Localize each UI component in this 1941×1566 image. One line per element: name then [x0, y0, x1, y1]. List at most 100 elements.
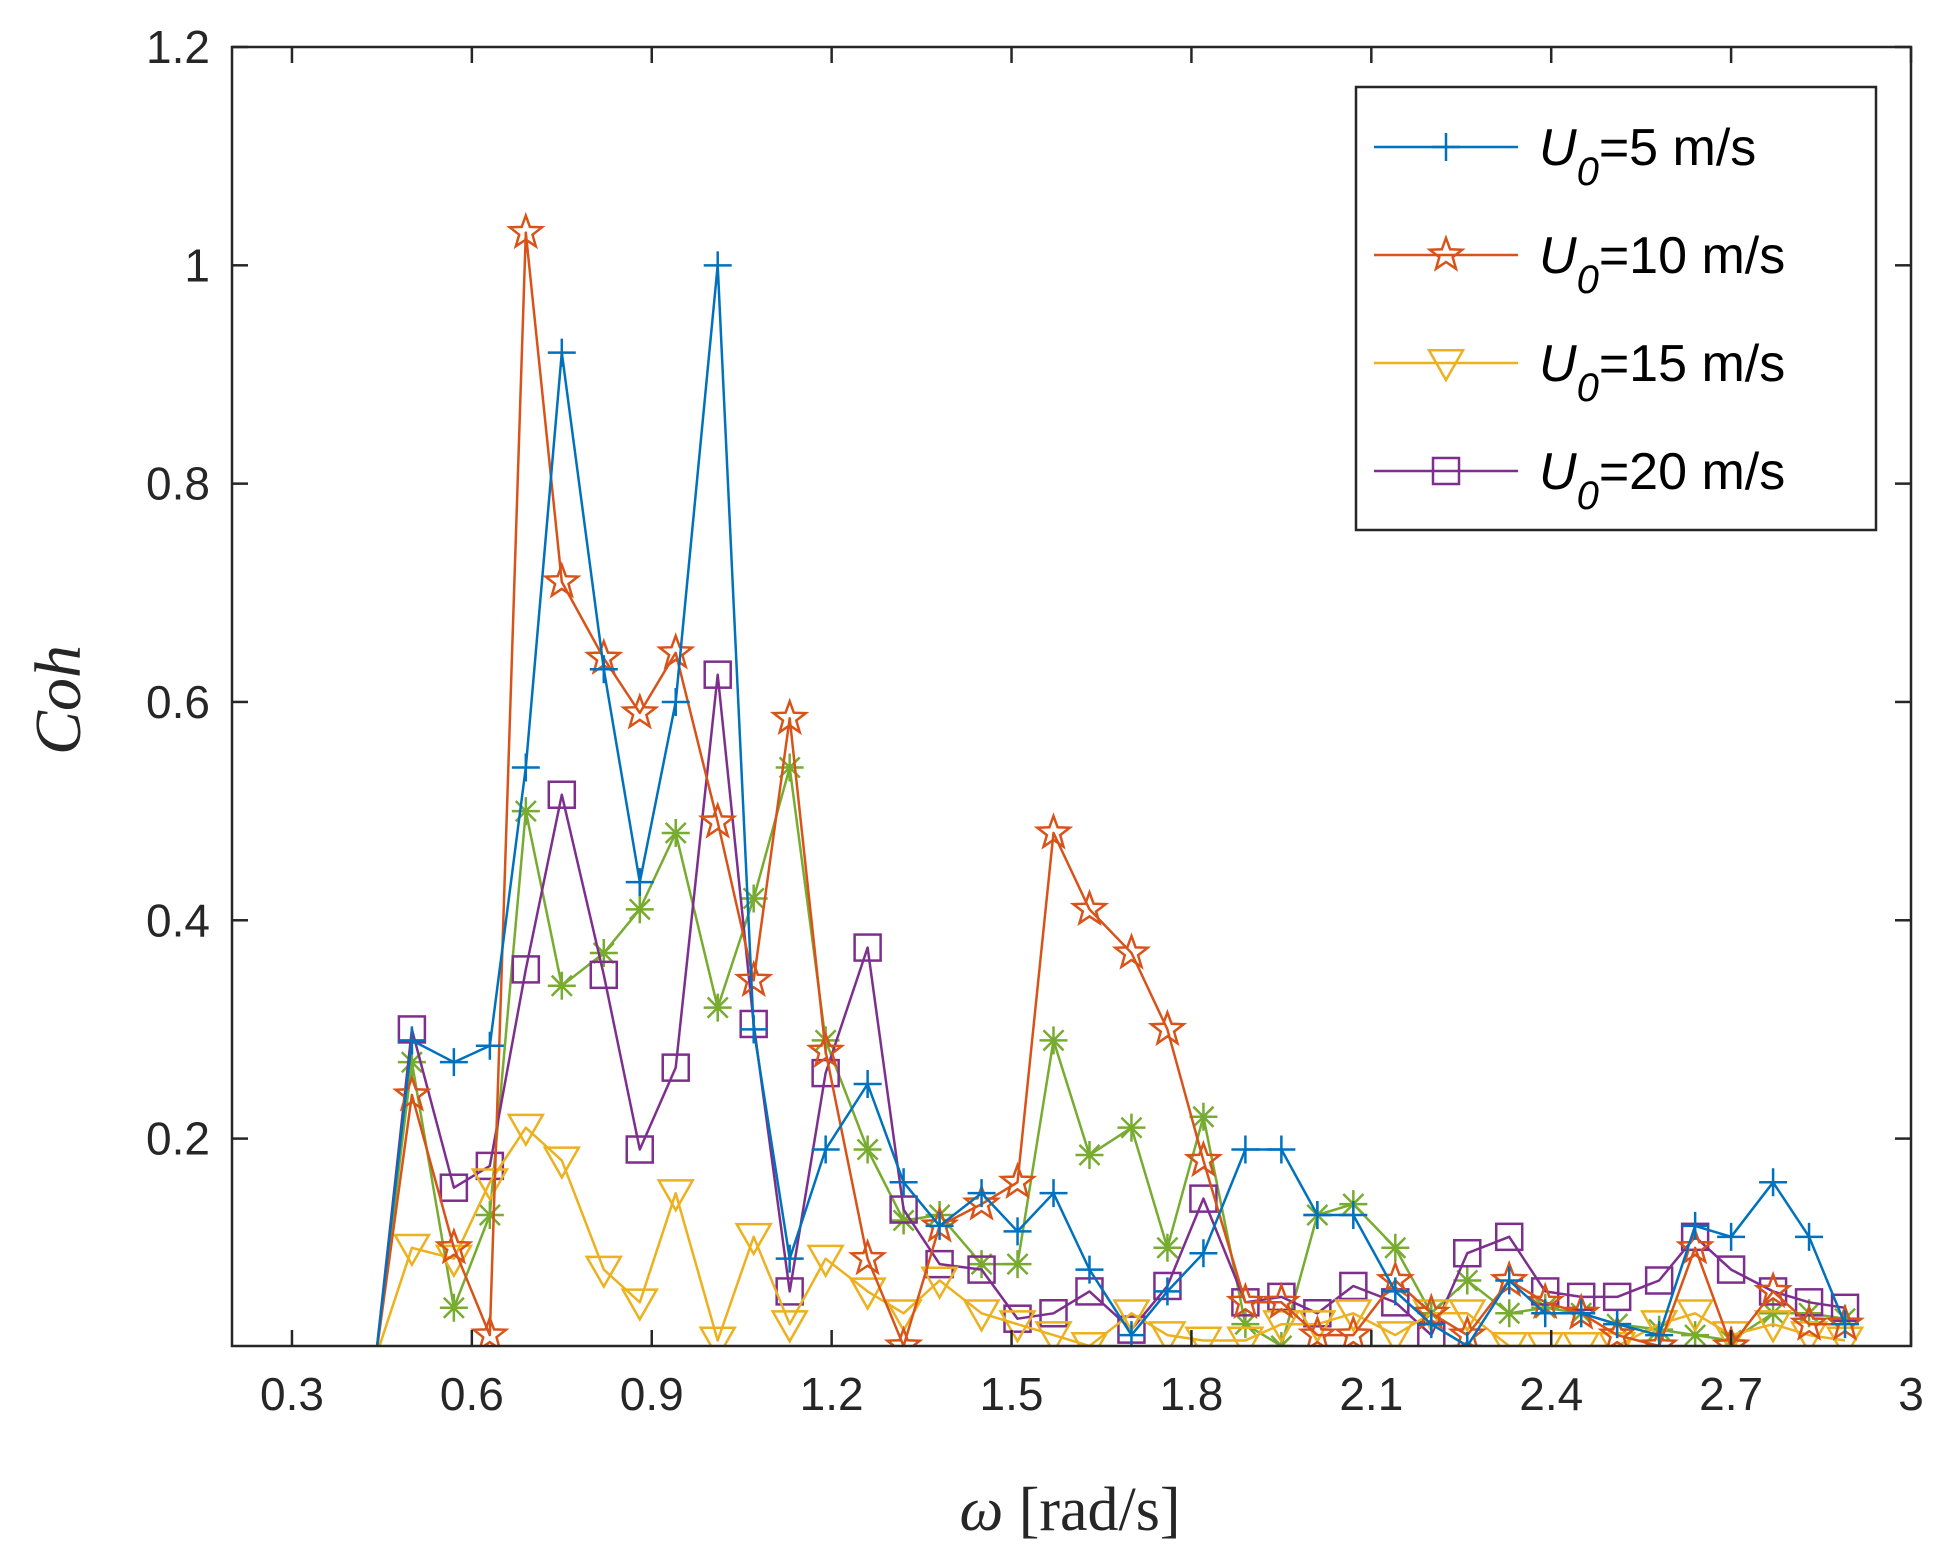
series-u0-5-m-s-point-shape — [1531, 1299, 1560, 1328]
series-u0-15-m-s-line — [378, 1126, 1846, 1346]
legend-entry-1-label-sub: 0 — [1577, 258, 1599, 302]
series-u0-5-m-s-point-shape — [853, 1070, 882, 1099]
series-u0-5-m-s-point — [1189, 1239, 1218, 1268]
series-series-5-point-shape — [547, 971, 576, 1000]
series-series-5-point-shape — [1495, 1299, 1524, 1328]
series-series-5-point-shape — [625, 895, 654, 924]
series-series-5-point-shape — [1759, 1299, 1788, 1328]
series-u0-10-m-s-point — [1711, 1325, 1751, 1346]
x-axis-title: ω [rad/s] — [959, 1476, 1180, 1544]
series-u0-15-m-s-point — [542, 1146, 581, 1180]
series-u0-15-m-s-point — [470, 1168, 509, 1202]
series-u0-5-m-s-point — [1567, 1299, 1596, 1328]
series-u0-20-m-s-point-shape — [1494, 1222, 1524, 1252]
series-u0-20-m-s-point — [1644, 1266, 1674, 1295]
legend-entry-3-label-value: =20 m/s — [1599, 443, 1785, 501]
series-u0-15-m-s-point — [620, 1288, 659, 1322]
series-series-5-point-shape — [1117, 1113, 1146, 1142]
series-u0-20-m-s-point — [547, 780, 577, 809]
series-u0-20-m-s-point-shape — [1189, 1184, 1218, 1213]
series-u0-15-m-s-point-shape — [1448, 1299, 1487, 1333]
series-u0-5-m-s-point — [1381, 1277, 1410, 1306]
legend-entry-1-label-u: U — [1539, 227, 1577, 285]
series-u0-5-m-s-point-shape — [1417, 1310, 1446, 1339]
series-u0-10-m-s-point-shape — [542, 561, 582, 599]
series-u0-10-m-s-point — [1597, 1314, 1637, 1346]
series-u0-15-m-s-point-shape — [698, 1326, 737, 1346]
series-u0-10-m-s-point-shape — [1639, 1325, 1679, 1346]
series-u0-10-m-s-point-shape — [806, 1030, 846, 1068]
series-u0-20-m-s-point-shape — [439, 1173, 469, 1202]
series-series-5-point-shape — [475, 1201, 504, 1230]
legend-entry-1-label: U0=10 m/s — [1539, 227, 1785, 302]
legend-entry-0-label-sub: 0 — [1577, 150, 1599, 194]
series-u0-15-m-s-point — [1184, 1326, 1223, 1346]
series-u0-15-m-s-point-shape — [392, 1233, 432, 1268]
series-u0-15-m-s-point-shape — [1148, 1321, 1187, 1346]
series-u0-10-m-s-point-shape — [770, 697, 810, 736]
series-u0-15-m-s-point-shape — [1262, 1310, 1301, 1344]
series-u0-10-m-s-point — [770, 697, 810, 736]
series-series-5-point — [1153, 1233, 1182, 1262]
series-u0-5-m-s-point-shape — [1567, 1299, 1596, 1328]
x-tick-label: 0.6 — [440, 1368, 504, 1420]
legend-entry-3-marker — [1431, 456, 1461, 486]
series-u0-15-m-s-point — [1034, 1321, 1073, 1346]
series-u0-5-m-s-point — [1003, 1217, 1032, 1246]
series-u0-5-m-s-point-shape — [1075, 1255, 1104, 1284]
series-u0-20-m-s-point — [1039, 1299, 1068, 1328]
series-series-5-point — [1495, 1299, 1524, 1328]
series-u0-10-m-s-point-shape — [1333, 1314, 1373, 1346]
series-u0-5-m-s-point — [1603, 1310, 1632, 1339]
series-u0-20-m-s-point-shape — [967, 1255, 996, 1284]
series-u0-20-m-s-point-shape — [811, 1058, 840, 1088]
series-u0-5-m-s-point-shape — [967, 1179, 996, 1208]
series-u0-5-m-s-line — [375, 264, 1847, 1346]
series-u0-5-m-s-point — [1153, 1277, 1182, 1306]
series-u0-5-m-s-point — [1117, 1321, 1146, 1346]
y-tick-label: 0.8 — [146, 458, 210, 510]
series-u0-5-m-s-point — [1495, 1266, 1524, 1295]
series-series-5-point — [967, 1250, 996, 1279]
series-u0-5-m-s-point — [397, 1026, 426, 1055]
y-tick-label: 1.2 — [146, 21, 210, 73]
series-u0-20-m-s-point-shape — [661, 1053, 690, 1082]
series-u0-5-m-s-point-shape — [1303, 1201, 1332, 1230]
series-u0-20-m-s-point — [511, 955, 541, 984]
x-tick-label: 3 — [1898, 1368, 1924, 1420]
legend-entry-2-label: U0=15 m/s — [1539, 335, 1785, 410]
series-u0-5-m-s-point-shape — [703, 251, 732, 280]
series-u0-15-m-s-point-shape — [1184, 1326, 1223, 1346]
series-series-5-point-shape — [703, 993, 732, 1022]
series-u0-5-m-s-point — [1303, 1201, 1332, 1230]
series-u0-10-m-s-point-shape — [392, 1074, 432, 1112]
legend-entry-2-marker-shape — [1426, 349, 1466, 383]
series-u0-10-m-s-point-shape — [697, 801, 738, 839]
series-series-5-point — [1759, 1299, 1788, 1328]
series-u0-15-m-s-point-shape — [848, 1277, 887, 1311]
series-series-5-point — [397, 1048, 426, 1077]
series-u0-5-m-s-point-shape — [889, 1168, 918, 1197]
series-u0-15-m-s-point-shape — [1753, 1310, 1793, 1344]
series-u0-10-m-s-point — [1225, 1281, 1266, 1320]
series-series-5-point — [1117, 1113, 1146, 1142]
series-u0-10-m-s-point-shape — [1297, 1314, 1337, 1346]
series-u0-5-m-s-point-shape — [1117, 1321, 1146, 1346]
series-u0-5-m-s-point-shape — [811, 1135, 840, 1164]
axes: 0.3 0.6 0.9 1.2 1.5 1.8 2.1 2.4 2.7 3 0.2 0.4 0.6 0.8… — [146, 21, 1924, 1420]
series-u0-10-m-s-point — [734, 959, 774, 998]
series-u0-10-m-s-point-shape — [1069, 888, 1110, 927]
series-u0-15-m-s-point-shape — [1070, 1332, 1109, 1346]
series-u0-5-m-s-point — [1717, 1222, 1746, 1251]
series-series-5-point-shape — [661, 818, 690, 847]
legend-entry-3-label-u: U — [1539, 443, 1577, 501]
series-u0-5-m-s-point — [775, 1244, 804, 1273]
series-u0-10-m-s-point-shape — [620, 692, 660, 730]
series-u0-10-m-s-point — [1069, 888, 1110, 927]
series-u0-15-m-s-point-shape — [506, 1113, 545, 1148]
series-u0-5-m-s-point — [1531, 1299, 1560, 1328]
series-series-5-point — [547, 971, 576, 1000]
series-u0-15-m-s-point-shape — [1334, 1299, 1373, 1333]
series-u0-20-m-s-point — [1794, 1288, 1824, 1317]
series-u0-15-m-s-point — [1112, 1299, 1151, 1333]
